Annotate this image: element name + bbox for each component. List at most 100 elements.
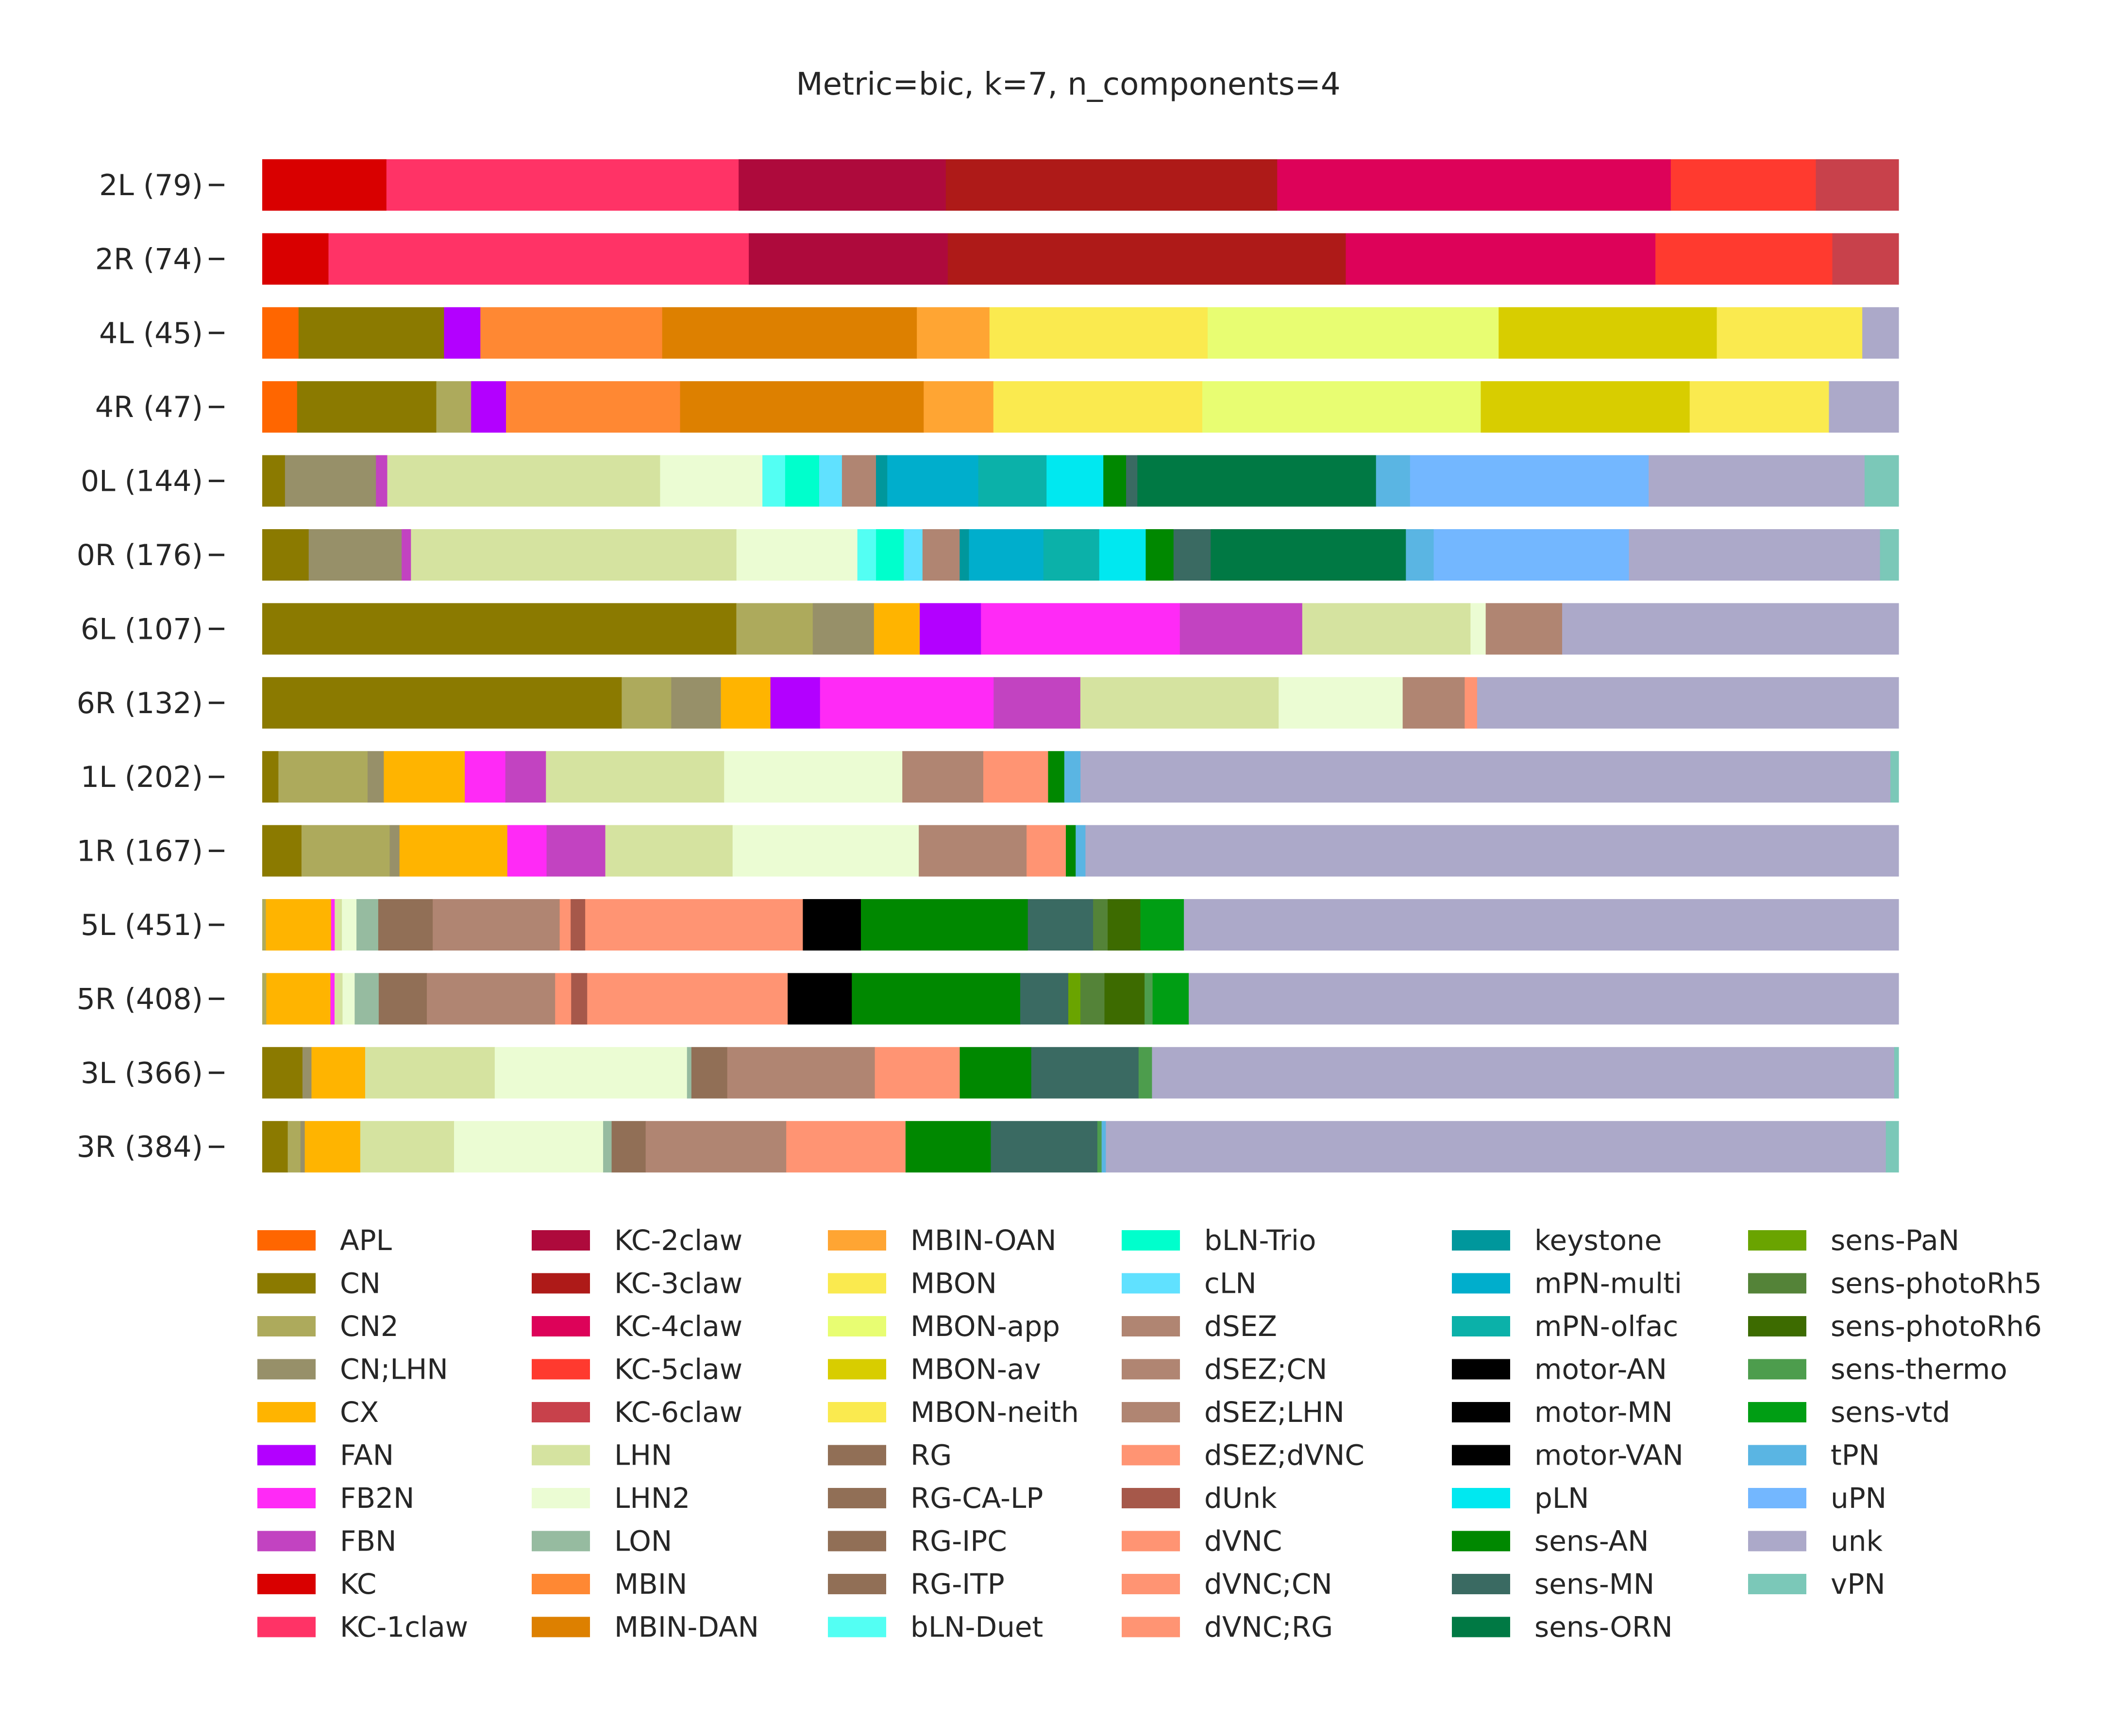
legend-swatch [532, 1273, 590, 1294]
bar-segment [1080, 973, 1105, 1025]
legend-swatch [1452, 1359, 1510, 1380]
bar-segment [387, 455, 661, 507]
legend-swatch [532, 1488, 590, 1508]
legend-label: sens-vtd [1831, 1396, 1950, 1429]
bar-segment [993, 677, 1081, 729]
legend-swatch [1122, 1445, 1180, 1466]
bar-segment [1099, 529, 1146, 581]
legend-swatch [532, 1402, 590, 1422]
bar-segment [335, 899, 342, 951]
bar-segment [300, 1121, 305, 1173]
bar-segment [660, 455, 763, 507]
bar-segment [262, 603, 737, 655]
chart-title: Metric=bic, k=7, n_components=4 [796, 67, 1340, 102]
bar-segment [1481, 381, 1690, 433]
bar-segment [436, 381, 471, 433]
bar-segment [571, 899, 586, 951]
bar-segment [506, 381, 681, 433]
bar-segment [465, 751, 506, 803]
legend-swatch [1748, 1488, 1806, 1508]
y-tick-label: 1L (202) [81, 760, 203, 794]
legend-label: sens-photoRh6 [1831, 1310, 2042, 1343]
bar-segment [262, 899, 267, 951]
bar-segment [1140, 899, 1184, 951]
bar-segment [571, 973, 588, 1025]
bar-segment [739, 159, 946, 211]
legend-swatch [828, 1488, 886, 1508]
legend: APL CN CN2 CN;LHN CX FAN FB2N FBN KC KC-1claw KC-2… [257, 1224, 2042, 1644]
bar-segment [342, 973, 355, 1025]
y-tick-label: 1R (167) [77, 835, 203, 868]
bar-segment [1097, 1121, 1102, 1173]
bar-segment [1138, 1047, 1153, 1099]
legend-swatch [532, 1445, 590, 1466]
legend-swatch [532, 1617, 590, 1637]
legend-swatch [1748, 1445, 1806, 1466]
bar-segment [1080, 677, 1279, 729]
bar-segment [857, 529, 876, 581]
bar-segment [842, 455, 876, 507]
legend-swatch [1452, 1273, 1510, 1294]
legend-swatch [1122, 1316, 1180, 1336]
legend-label: CN [340, 1267, 381, 1300]
bar-segment [732, 825, 919, 877]
legend-swatch [257, 1230, 316, 1251]
bar-segment [266, 899, 332, 951]
legend-swatch [257, 1402, 316, 1422]
bar-segment [360, 1121, 454, 1173]
bar-segment [1066, 825, 1076, 877]
bar-segment [1027, 899, 1094, 951]
legend-swatch [532, 1359, 590, 1380]
legend-swatch [532, 1230, 590, 1251]
bar-segment [993, 381, 1203, 433]
bar-segment [278, 751, 368, 803]
legend-label: sens-photoRh5 [1831, 1267, 2042, 1300]
legend-label: RG-CA-LP [910, 1482, 1043, 1515]
bar-segment [1470, 603, 1486, 655]
bar-segment [505, 751, 546, 803]
legend-label: FBN [340, 1525, 397, 1558]
legend-label: KC-4claw [614, 1310, 742, 1343]
legend-label: motor-VAN [1534, 1439, 1683, 1472]
bar-segment [727, 1047, 875, 1099]
legend-swatch [1452, 1402, 1510, 1422]
legend-label: MBIN-DAN [614, 1611, 759, 1644]
bar-segment [876, 529, 904, 581]
bar-segment [507, 825, 547, 877]
bar-segment [1152, 1047, 1895, 1099]
bar-segment [1145, 973, 1153, 1025]
legend-label: bLN-Trio [1204, 1224, 1316, 1257]
legend-swatch [1748, 1230, 1806, 1251]
legend-label: dSEZ;dVNC [1204, 1439, 1364, 1472]
legend-label: unk [1831, 1525, 1883, 1558]
legend-swatch [1452, 1230, 1510, 1251]
bar-segment [262, 751, 279, 803]
legend-swatch [828, 1273, 886, 1294]
bar-segment [1717, 307, 1863, 359]
bar-segment [1101, 1121, 1107, 1173]
bar-segment [1410, 455, 1649, 507]
bar-segment [356, 899, 379, 951]
bar-segment [386, 159, 739, 211]
y-tick-label: 0L (144) [81, 465, 203, 499]
bar-segment [368, 751, 384, 803]
bar-segment [304, 1121, 361, 1173]
bar-segment [587, 973, 788, 1025]
bar-segment [546, 825, 606, 877]
y-tick-label: 6R (132) [77, 686, 203, 720]
bar-segment [724, 751, 903, 803]
legend-label: MBON-app [910, 1310, 1060, 1343]
bar-segment [328, 233, 749, 285]
bar-segment [1477, 677, 1899, 729]
bar-segment [611, 1121, 646, 1173]
bar-segment [1076, 825, 1086, 877]
bar-segment [919, 825, 1027, 877]
legend-swatch [257, 1488, 316, 1508]
legend-swatch [828, 1617, 886, 1637]
bar-segment [1048, 751, 1065, 803]
legend-label: CN;LHN [340, 1353, 448, 1386]
bar-segment [559, 899, 571, 951]
bar-segment [454, 1121, 604, 1173]
legend-label: FB2N [340, 1482, 414, 1515]
